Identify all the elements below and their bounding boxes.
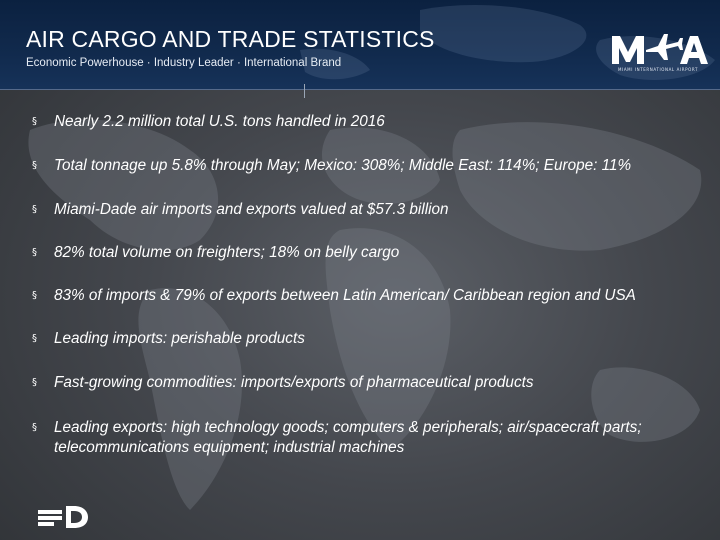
page-title: AIR CARGO AND TRADE STATISTICS [26,26,435,52]
list-item: § Leading exports: high technology goods… [32,418,702,458]
list-item: § Nearly 2.2 million total U.S. tons han… [32,112,702,132]
bullet-text: Total tonnage up 5.8% through May; Mexic… [54,157,632,174]
bullet-marker-icon: § [32,247,37,258]
bullet-marker-icon: § [32,422,37,433]
bullet-text: Miami-Dade air imports and exports value… [54,201,449,218]
world-map-background [28,119,702,510]
bullet-text: Leading imports: perishable products [54,330,305,347]
bullet-text: Nearly 2.2 million total U.S. tons handl… [54,113,385,130]
bullet-text: 82% total volume on freighters; 18% on b… [54,244,400,261]
logo-tagline: MIAMI INTERNATIONAL AIRPORT [618,67,698,72]
bullet-marker-icon: § [32,290,37,301]
slide-header: AIR CARGO AND TRADE STATISTICS Economic … [0,0,720,98]
bullet-marker-icon: § [32,377,37,388]
bullet-marker-icon: § [32,204,37,215]
list-item: § Leading imports: perishable products [32,329,702,349]
bullet-marker-icon: § [32,333,37,344]
list-item: § 83% of imports & 79% of exports betwee… [32,286,702,306]
mia-logo-icon [612,34,708,64]
divider-tick [304,84,305,98]
page-subtitle: Economic Powerhouse · Industry Leader · … [26,57,342,69]
list-item: § 82% total volume on freighters; 18% on… [32,243,702,263]
list-item: § Miami-Dade air imports and exports val… [32,200,702,220]
miami-dade-county-logo-icon [38,506,88,528]
list-item: § Fast-growing commodities: imports/expo… [32,373,702,393]
bullet-marker-icon: § [32,160,37,171]
bullet-text: Fast-growing commodities: imports/export… [54,374,534,391]
header-map-texture [300,5,715,80]
bullet-text: Leading exports: high technology goods; … [54,419,642,456]
list-item: § Total tonnage up 5.8% through May; Mex… [32,156,702,176]
bullet-marker-icon: § [32,116,37,127]
bullet-text: 83% of imports & 79% of exports between … [54,287,636,304]
